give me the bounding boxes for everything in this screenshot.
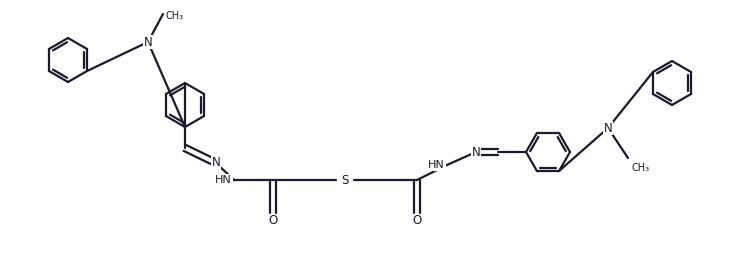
Text: O: O: [269, 214, 278, 228]
Text: N: N: [144, 36, 152, 49]
Text: N: N: [604, 121, 612, 135]
Text: HN: HN: [428, 160, 445, 170]
Text: O: O: [413, 214, 421, 228]
Text: HN: HN: [216, 175, 232, 185]
Text: N: N: [212, 156, 220, 169]
Text: CH₃: CH₃: [631, 163, 649, 173]
Text: N: N: [471, 146, 480, 158]
Text: CH₃: CH₃: [165, 11, 183, 21]
Text: S: S: [342, 173, 348, 186]
